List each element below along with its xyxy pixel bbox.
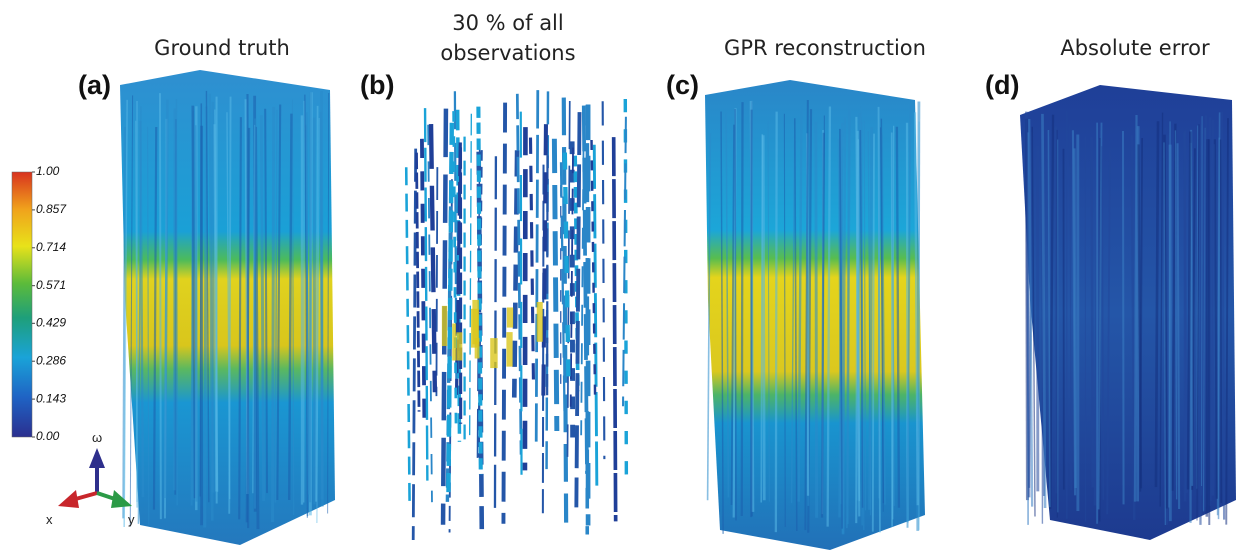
observation-streak <box>422 139 424 425</box>
colorbar-ticks: 1.00 0.857 0.714 0.571 0.429 0.286 0.143 0.00 <box>32 164 67 443</box>
observation-streak <box>416 153 419 412</box>
streak <box>195 125 196 501</box>
streak <box>1123 131 1124 504</box>
colorbar-tick-label: 0.00 <box>36 429 60 443</box>
observation-streak <box>413 149 415 540</box>
observation-streak <box>428 125 432 502</box>
streak <box>763 135 764 500</box>
panel-label: (c) <box>666 70 699 100</box>
streak <box>1213 144 1214 495</box>
axis-label-w: ω <box>92 430 102 445</box>
streak <box>1135 115 1137 502</box>
streak <box>176 99 177 505</box>
observation-patch <box>471 309 479 348</box>
observation-patch <box>506 332 512 367</box>
streak <box>1202 116 1203 486</box>
panel-title: Absolute error <box>1060 36 1210 60</box>
observation-streak <box>425 108 427 481</box>
colorbar <box>12 172 32 437</box>
observation-streak <box>531 138 534 382</box>
panel-title: observations <box>440 41 575 65</box>
streak <box>273 107 274 522</box>
streak <box>816 122 817 518</box>
streak <box>1219 138 1220 519</box>
panel-label: (a) <box>78 70 111 100</box>
observation-streak <box>603 101 605 459</box>
colorbar-tick-label: 0.857 <box>36 202 67 216</box>
streak <box>776 112 777 532</box>
observation-patch <box>442 306 447 346</box>
observation-streak <box>614 137 616 521</box>
streak <box>870 127 872 510</box>
streak <box>1056 126 1057 493</box>
panel-title: 30 % of all <box>452 11 563 35</box>
observation-patch <box>490 338 497 368</box>
streak <box>1092 137 1093 487</box>
colorbar-tick-label: 0.286 <box>36 353 66 367</box>
observation-streak <box>514 150 517 397</box>
observation-streak <box>495 156 496 509</box>
streak <box>1207 139 1208 517</box>
streak <box>1221 139 1222 502</box>
axis-label-x: x <box>46 512 53 527</box>
colorbar-tick-label: 0.429 <box>36 315 66 329</box>
observation-streak <box>470 114 472 435</box>
streak <box>247 94 248 528</box>
observation-streak <box>554 139 556 431</box>
observation-streak <box>503 103 505 524</box>
observation-streak <box>625 99 626 479</box>
streak <box>873 134 874 532</box>
observation-patch <box>507 307 513 327</box>
observation-streak <box>431 124 435 392</box>
streak <box>205 107 207 528</box>
panel-title: Ground truth <box>154 36 290 60</box>
observation-streak <box>594 145 597 489</box>
volume-renderings <box>120 70 1236 550</box>
observation-streak <box>478 107 480 475</box>
streak <box>310 92 311 502</box>
observation-streak <box>448 123 451 492</box>
streak <box>321 112 323 507</box>
observation-streak <box>568 101 570 457</box>
panel-label: (b) <box>360 70 394 100</box>
observation-patch <box>456 332 462 360</box>
observation-streak <box>571 147 573 406</box>
axis-label-y: y <box>128 512 135 527</box>
figure: 1.00 0.857 0.714 0.571 0.429 0.286 0.143 0.00 ω… <box>0 0 1240 553</box>
colorbar-tick-label: 0.714 <box>36 240 66 254</box>
panel-label: (d) <box>985 70 1019 100</box>
panel-title: GPR reconstruction <box>724 36 926 60</box>
streak <box>160 93 161 519</box>
observation-streak <box>536 90 538 443</box>
observation-streak <box>436 167 437 396</box>
observation-patch <box>452 323 456 360</box>
observation-patch <box>537 302 543 342</box>
colorbar-tick-label: 0.143 <box>36 391 66 405</box>
colorbar-tick-label: 0.571 <box>36 278 66 292</box>
observation-streak <box>406 167 409 507</box>
streak <box>735 109 736 521</box>
observation-streak <box>525 127 526 470</box>
streak <box>742 102 743 516</box>
axis-triad: ω x y <box>46 430 135 527</box>
colorbar-tick-label: 1.00 <box>36 164 60 178</box>
